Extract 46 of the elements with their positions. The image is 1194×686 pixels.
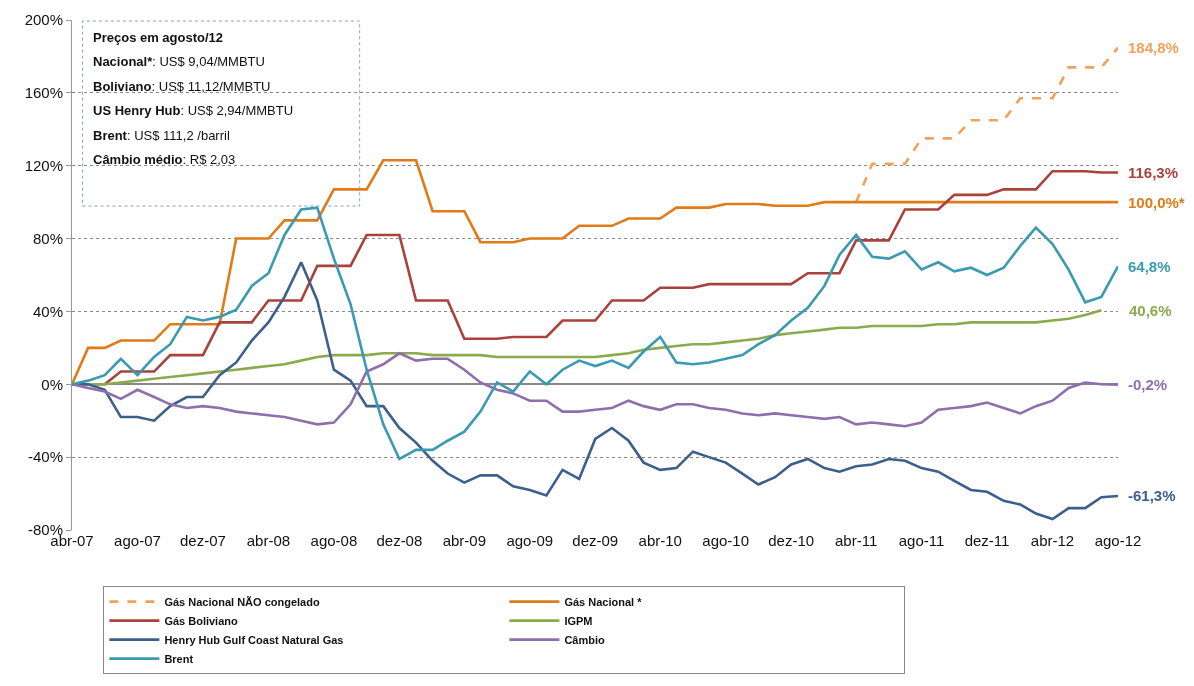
x-tick-label: dez-11: [964, 532, 1010, 549]
y-tick-label: 40%: [32, 302, 63, 320]
annotation: 184,8%: [1128, 39, 1179, 56]
x-tick-label: ago-07: [114, 532, 161, 549]
annotation: US Henry Hub: US$ 2,94/MMBTU: [93, 103, 294, 118]
line-series: [72, 352, 1118, 428]
line-series: [72, 206, 1118, 461]
legend-label: Gás Boliviano: [164, 614, 239, 627]
annotation: 40,6%: [1129, 302, 1172, 319]
annotation: Brent: US$ 111,2 /barril: [93, 128, 230, 143]
x-tick-label: dez-10: [768, 532, 815, 549]
x-tick-label: ago-12: [1094, 532, 1142, 549]
y-tick-label: 200%: [24, 11, 63, 29]
x-tick-label: ago-10: [702, 532, 750, 549]
legend-label: Henry Hub Gulf Coast Natural Gas: [164, 633, 344, 646]
x-tick-label: dez-07: [180, 532, 226, 549]
x-tick-label: ago-09: [506, 532, 554, 549]
legend-label: Brent: [164, 652, 194, 665]
y-tick-label: 80%: [32, 229, 63, 247]
x-tick-label: ago-08: [310, 532, 358, 549]
annotation: Boliviano: US$ 11,12/MMBTU: [93, 79, 271, 94]
annotation: 100,0%*: [1128, 194, 1185, 211]
annotation: -0,2%: [1128, 376, 1168, 393]
line-series: [854, 46, 1118, 204]
x-tick-label: abr-11: [834, 532, 878, 549]
x-tick-label: abr-10: [638, 532, 682, 549]
x-tick-label: dez-08: [376, 532, 423, 549]
annotation: Nacional*: US$ 9,04/MMBTU: [93, 54, 265, 69]
y-tick-label: 160%: [24, 84, 63, 102]
legend-label: Câmbio: [564, 633, 605, 646]
y-tick-label: -40%: [27, 448, 63, 466]
legend-label: Gás Nacional *: [564, 595, 643, 608]
legend-label: Gás Nacional NÃO congelado: [164, 595, 320, 608]
y-tick-label: 0%: [41, 375, 63, 393]
annotation: 116,3%: [1128, 164, 1179, 181]
y-tick-label: 120%: [24, 156, 63, 174]
x-tick-label: abr-08: [246, 532, 291, 549]
x-tick-label: abr-09: [442, 532, 486, 549]
annotation: Câmbio médio: R$ 2,03: [93, 152, 236, 167]
annotation: -61,3%: [1128, 487, 1176, 504]
x-tick-label: ago-11: [898, 532, 945, 549]
x-tick-label: abr-12: [1030, 532, 1075, 549]
annotation: 64,8%: [1128, 258, 1171, 275]
annotation: Preços em agosto/12: [93, 30, 224, 45]
x-tick-label: dez-09: [572, 532, 619, 549]
legend-label: IGPM: [564, 614, 593, 627]
